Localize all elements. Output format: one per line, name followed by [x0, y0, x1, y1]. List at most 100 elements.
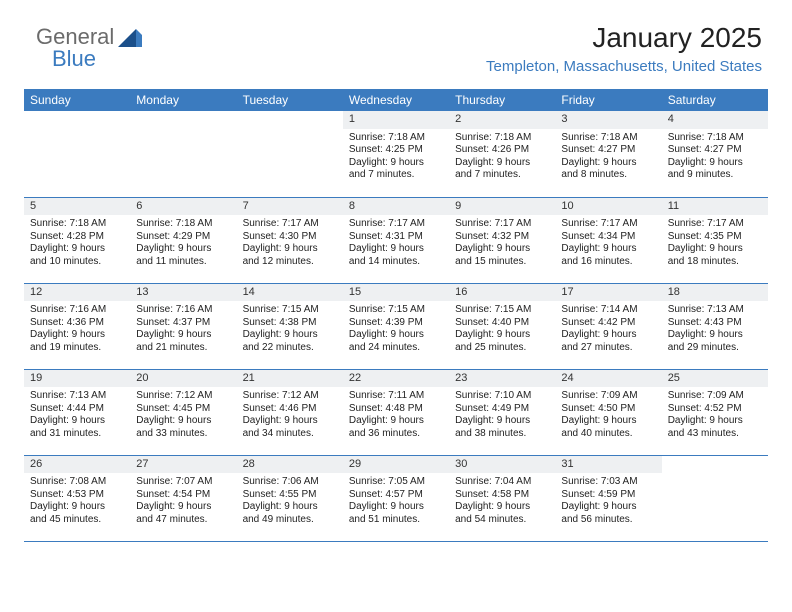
sunset-line: Sunset: 4:34 PM — [561, 231, 655, 244]
calendar-cell — [130, 111, 236, 197]
calendar-body: 1Sunrise: 7:18 AMSunset: 4:25 PMDaylight… — [24, 111, 768, 541]
day-details: Sunrise: 7:17 AMSunset: 4:32 PMDaylight:… — [449, 215, 555, 272]
day-number: 9 — [449, 198, 555, 216]
sunrise-line: Sunrise: 7:15 AM — [455, 304, 549, 317]
day-details: Sunrise: 7:10 AMSunset: 4:49 PMDaylight:… — [449, 387, 555, 444]
daylight-line: Daylight: 9 hours and 11 minutes. — [136, 243, 230, 268]
calendar-cell: 18Sunrise: 7:13 AMSunset: 4:43 PMDayligh… — [662, 283, 768, 369]
sunrise-line: Sunrise: 7:17 AM — [349, 218, 443, 231]
sunset-line: Sunset: 4:25 PM — [349, 144, 443, 157]
sunset-line: Sunset: 4:32 PM — [455, 231, 549, 244]
sunset-line: Sunset: 4:53 PM — [30, 489, 124, 502]
calendar-cell: 1Sunrise: 7:18 AMSunset: 4:25 PMDaylight… — [343, 111, 449, 197]
calendar-row: 12Sunrise: 7:16 AMSunset: 4:36 PMDayligh… — [24, 283, 768, 369]
day-number: 16 — [449, 284, 555, 302]
calendar-table: SundayMondayTuesdayWednesdayThursdayFrid… — [24, 89, 768, 542]
day-number: 30 — [449, 456, 555, 474]
calendar-cell: 20Sunrise: 7:12 AMSunset: 4:45 PMDayligh… — [130, 369, 236, 455]
day-details: Sunrise: 7:09 AMSunset: 4:52 PMDaylight:… — [662, 387, 768, 444]
daylight-line: Daylight: 9 hours and 22 minutes. — [243, 329, 337, 354]
sunset-line: Sunset: 4:27 PM — [668, 144, 762, 157]
calendar-row: 1Sunrise: 7:18 AMSunset: 4:25 PMDaylight… — [24, 111, 768, 197]
daylight-line: Daylight: 9 hours and 14 minutes. — [349, 243, 443, 268]
location-text: Templeton, Massachusetts, United States — [24, 58, 762, 75]
calendar-row: 5Sunrise: 7:18 AMSunset: 4:28 PMDaylight… — [24, 197, 768, 283]
day-details: Sunrise: 7:04 AMSunset: 4:58 PMDaylight:… — [449, 473, 555, 530]
day-number: 3 — [555, 111, 661, 129]
sunrise-line: Sunrise: 7:11 AM — [349, 390, 443, 403]
sunset-line: Sunset: 4:44 PM — [30, 403, 124, 416]
sunset-line: Sunset: 4:42 PM — [561, 317, 655, 330]
daylight-line: Daylight: 9 hours and 47 minutes. — [136, 501, 230, 526]
sunset-line: Sunset: 4:57 PM — [349, 489, 443, 502]
calendar-cell: 25Sunrise: 7:09 AMSunset: 4:52 PMDayligh… — [662, 369, 768, 455]
day-details: Sunrise: 7:13 AMSunset: 4:44 PMDaylight:… — [24, 387, 130, 444]
calendar-cell: 5Sunrise: 7:18 AMSunset: 4:28 PMDaylight… — [24, 197, 130, 283]
day-details: Sunrise: 7:15 AMSunset: 4:40 PMDaylight:… — [449, 301, 555, 358]
day-details: Sunrise: 7:18 AMSunset: 4:28 PMDaylight:… — [24, 215, 130, 272]
day-number: 1 — [343, 111, 449, 129]
day-header: Saturday — [662, 89, 768, 111]
sunset-line: Sunset: 4:58 PM — [455, 489, 549, 502]
day-details: Sunrise: 7:06 AMSunset: 4:55 PMDaylight:… — [237, 473, 343, 530]
day-number: 17 — [555, 284, 661, 302]
calendar-cell: 6Sunrise: 7:18 AMSunset: 4:29 PMDaylight… — [130, 197, 236, 283]
sunrise-line: Sunrise: 7:10 AM — [455, 390, 549, 403]
sunrise-line: Sunrise: 7:18 AM — [668, 132, 762, 145]
day-number: 23 — [449, 370, 555, 388]
day-number: 8 — [343, 198, 449, 216]
sunset-line: Sunset: 4:55 PM — [243, 489, 337, 502]
sunrise-line: Sunrise: 7:09 AM — [668, 390, 762, 403]
sunset-line: Sunset: 4:49 PM — [455, 403, 549, 416]
sunrise-line: Sunrise: 7:15 AM — [349, 304, 443, 317]
day-details: Sunrise: 7:17 AMSunset: 4:35 PMDaylight:… — [662, 215, 768, 272]
day-header: Thursday — [449, 89, 555, 111]
sunrise-line: Sunrise: 7:13 AM — [30, 390, 124, 403]
calendar-cell: 3Sunrise: 7:18 AMSunset: 4:27 PMDaylight… — [555, 111, 661, 197]
day-details: Sunrise: 7:15 AMSunset: 4:39 PMDaylight:… — [343, 301, 449, 358]
sunrise-line: Sunrise: 7:14 AM — [561, 304, 655, 317]
sunset-line: Sunset: 4:28 PM — [30, 231, 124, 244]
day-details: Sunrise: 7:16 AMSunset: 4:37 PMDaylight:… — [130, 301, 236, 358]
day-number: 10 — [555, 198, 661, 216]
day-details: Sunrise: 7:18 AMSunset: 4:27 PMDaylight:… — [555, 129, 661, 186]
calendar-cell: 19Sunrise: 7:13 AMSunset: 4:44 PMDayligh… — [24, 369, 130, 455]
day-number: 4 — [662, 111, 768, 129]
day-details: Sunrise: 7:13 AMSunset: 4:43 PMDaylight:… — [662, 301, 768, 358]
sunset-line: Sunset: 4:46 PM — [243, 403, 337, 416]
calendar-cell: 10Sunrise: 7:17 AMSunset: 4:34 PMDayligh… — [555, 197, 661, 283]
sunrise-line: Sunrise: 7:12 AM — [243, 390, 337, 403]
day-details: Sunrise: 7:05 AMSunset: 4:57 PMDaylight:… — [343, 473, 449, 530]
sunset-line: Sunset: 4:59 PM — [561, 489, 655, 502]
day-number: 21 — [237, 370, 343, 388]
day-details: Sunrise: 7:17 AMSunset: 4:34 PMDaylight:… — [555, 215, 661, 272]
daylight-line: Daylight: 9 hours and 29 minutes. — [668, 329, 762, 354]
calendar-cell — [24, 111, 130, 197]
day-number: 14 — [237, 284, 343, 302]
sunrise-line: Sunrise: 7:06 AM — [243, 476, 337, 489]
sunset-line: Sunset: 4:43 PM — [668, 317, 762, 330]
day-number: 27 — [130, 456, 236, 474]
sunrise-line: Sunrise: 7:18 AM — [136, 218, 230, 231]
daylight-line: Daylight: 9 hours and 25 minutes. — [455, 329, 549, 354]
daylight-line: Daylight: 9 hours and 8 minutes. — [561, 157, 655, 182]
sunrise-line: Sunrise: 7:12 AM — [136, 390, 230, 403]
daylight-line: Daylight: 9 hours and 34 minutes. — [243, 415, 337, 440]
daylight-line: Daylight: 9 hours and 31 minutes. — [30, 415, 124, 440]
calendar-cell: 27Sunrise: 7:07 AMSunset: 4:54 PMDayligh… — [130, 455, 236, 541]
daylight-line: Daylight: 9 hours and 40 minutes. — [561, 415, 655, 440]
daylight-line: Daylight: 9 hours and 43 minutes. — [668, 415, 762, 440]
calendar-cell: 13Sunrise: 7:16 AMSunset: 4:37 PMDayligh… — [130, 283, 236, 369]
day-details: Sunrise: 7:18 AMSunset: 4:29 PMDaylight:… — [130, 215, 236, 272]
sunrise-line: Sunrise: 7:18 AM — [30, 218, 124, 231]
day-header: Friday — [555, 89, 661, 111]
day-details: Sunrise: 7:18 AMSunset: 4:26 PMDaylight:… — [449, 129, 555, 186]
sunrise-line: Sunrise: 7:18 AM — [561, 132, 655, 145]
day-number: 29 — [343, 456, 449, 474]
calendar-cell: 22Sunrise: 7:11 AMSunset: 4:48 PMDayligh… — [343, 369, 449, 455]
sunrise-line: Sunrise: 7:09 AM — [561, 390, 655, 403]
day-number: 15 — [343, 284, 449, 302]
day-details: Sunrise: 7:18 AMSunset: 4:25 PMDaylight:… — [343, 129, 449, 186]
day-details: Sunrise: 7:08 AMSunset: 4:53 PMDaylight:… — [24, 473, 130, 530]
day-number: 6 — [130, 198, 236, 216]
